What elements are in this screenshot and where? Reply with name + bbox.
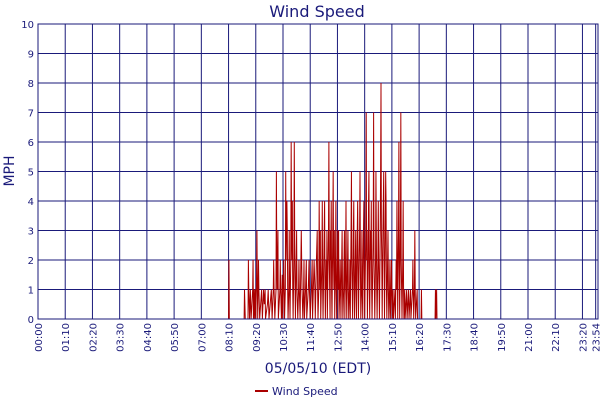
y-tick-label: 8 xyxy=(28,79,34,90)
y-tick-label: 9 xyxy=(28,50,34,61)
x-tick-label: 17:30 xyxy=(442,323,453,352)
x-tick-label: 10:30 xyxy=(279,323,290,352)
x-tick-label: 01:10 xyxy=(61,323,72,352)
x-tick-label: 09:20 xyxy=(252,323,263,352)
x-tick-labels: 00:00 01:10 02:20 03:30 04:40 05:50 07:00 08:10… xyxy=(34,323,600,352)
y-tick-label: 10 xyxy=(21,20,34,31)
y-tick-labels: 0 1 2 3 4 5 6 7 8 9 10 xyxy=(21,20,34,326)
x-tick-label: 18:40 xyxy=(470,323,481,352)
x-tick-label: 14:00 xyxy=(361,323,372,352)
x-axis-label: 05/05/10 (EDT) xyxy=(265,361,371,377)
y-tick-label: 6 xyxy=(28,138,34,149)
chart-title: Wind Speed xyxy=(269,2,364,21)
legend: Wind Speed xyxy=(255,385,338,398)
x-tick-label: 22:10 xyxy=(551,323,562,352)
x-tick-label: 07:00 xyxy=(197,323,208,352)
legend-label: Wind Speed xyxy=(272,385,338,398)
x-tick-label: 00:00 xyxy=(34,323,45,352)
y-axis-label: MPH xyxy=(2,155,18,186)
y-tick-label: 4 xyxy=(28,197,34,208)
x-tick-label: 16:20 xyxy=(415,323,426,352)
y-tick-label: 0 xyxy=(28,315,34,326)
x-tick-label: 23:20 xyxy=(578,323,589,352)
x-tick-label: 11:40 xyxy=(306,323,317,352)
x-tick-label: 04:40 xyxy=(143,323,154,352)
y-tick-label: 3 xyxy=(28,227,34,238)
y-tick-label: 5 xyxy=(28,168,34,179)
x-tick-label: 12:50 xyxy=(333,323,344,352)
x-tick-label: 21:00 xyxy=(524,323,535,352)
y-tick-label: 7 xyxy=(28,109,34,120)
x-tick-label: 03:30 xyxy=(116,323,127,352)
plot-frame xyxy=(37,23,599,320)
x-tick-label: 23:54 xyxy=(592,323,600,352)
y-tick-label: 2 xyxy=(28,256,34,267)
x-tick-label: 15:10 xyxy=(388,323,399,352)
x-tick-label: 19:50 xyxy=(497,323,508,352)
y-tick-label: 1 xyxy=(28,286,34,297)
x-tick-label: 05:50 xyxy=(170,323,181,352)
x-tick-label: 02:20 xyxy=(88,323,99,352)
x-tick-label: 08:10 xyxy=(225,323,236,352)
